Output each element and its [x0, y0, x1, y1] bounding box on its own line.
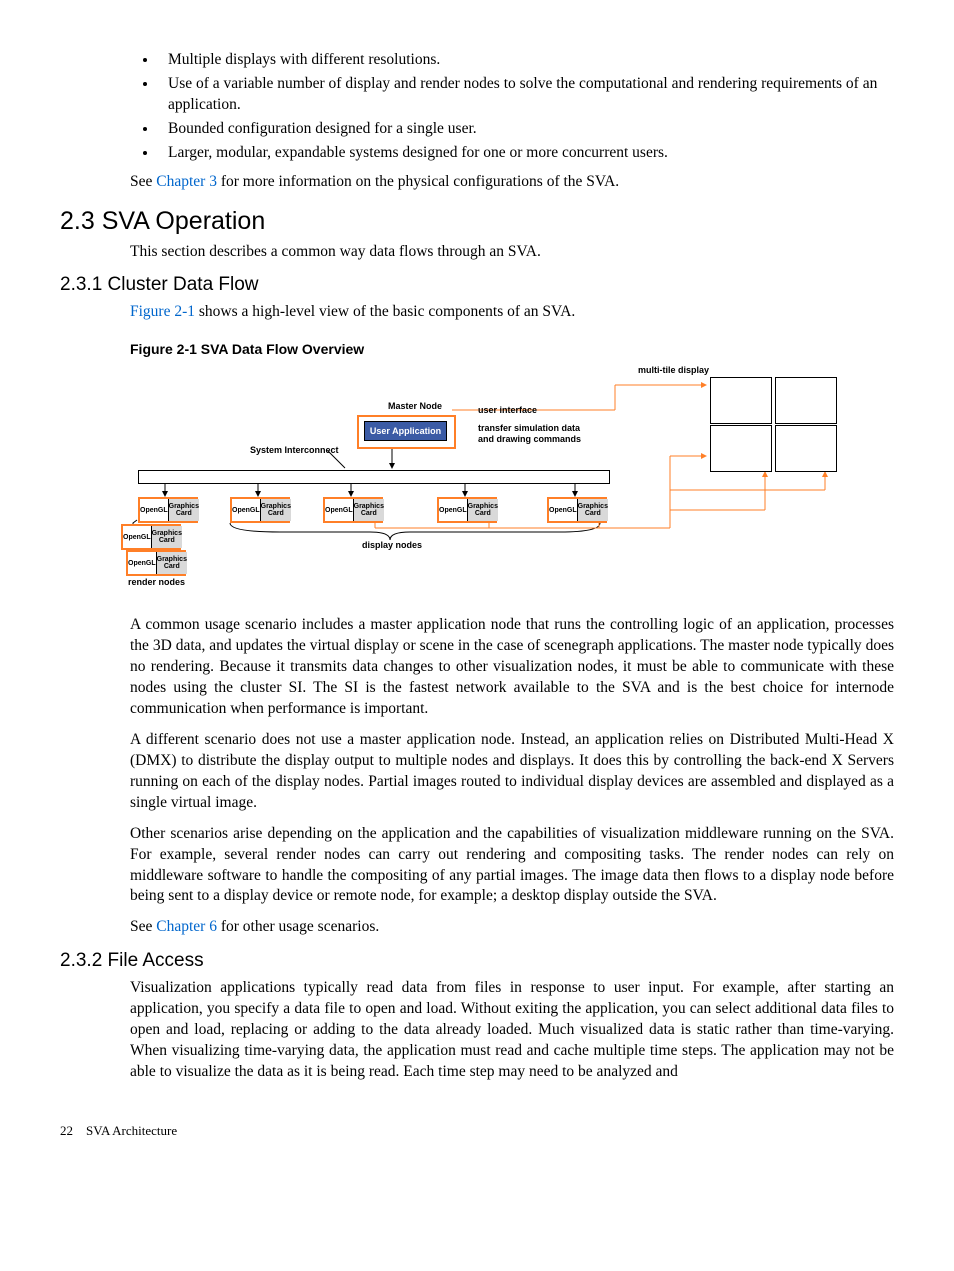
display-node: OpenGL Graphics Card — [230, 497, 290, 523]
para-usage-scenario: A common usage scenario includes a maste… — [130, 615, 894, 720]
display-node: OpenGL Graphics Card — [437, 497, 497, 523]
content-column: Multiple displays with different resolut… — [130, 50, 894, 1139]
chapter-6-link[interactable]: Chapter 6 — [156, 918, 217, 935]
graphics-card-label: Graphics Card — [169, 499, 199, 521]
section-2-3-2-para: Visualization applications typically rea… — [130, 978, 894, 1083]
transfer-label: transfer simulation data and drawing com… — [478, 423, 581, 445]
page-footer: 22 SVA Architecture — [60, 1123, 894, 1139]
master-node-label: Master Node — [388, 401, 442, 411]
page-number: 22 — [60, 1123, 73, 1138]
graphics-card-label: Graphics Card — [354, 499, 384, 521]
sva-data-flow-diagram: multi-tile display User Application Mast… — [130, 365, 850, 595]
render-node: OpenGL Graphics Card — [138, 497, 198, 523]
opengl-label: OpenGL — [439, 499, 468, 521]
display-tile — [710, 425, 772, 472]
graphics-card-label: Graphics Card — [157, 552, 187, 574]
opengl-label: OpenGL — [140, 499, 169, 521]
system-interconnect-bar — [138, 470, 610, 484]
section-2-3-heading: 2.3 SVA Operation — [60, 207, 894, 236]
render-node: OpenGL Graphics Card — [121, 524, 181, 550]
text: See — [130, 173, 156, 190]
see-chapter-6: See Chapter 6 for other usage scenarios. — [130, 917, 894, 938]
text: for other usage scenarios. — [217, 918, 379, 935]
section-2-3-1-intro: Figure 2-1 shows a high-level view of th… — [130, 302, 894, 323]
display-nodes-label: display nodes — [362, 540, 422, 550]
render-node: OpenGL Graphics Card — [126, 550, 186, 576]
bullet-item: Larger, modular, expandable systems desi… — [158, 143, 894, 164]
see-chapter-3: See Chapter 3 for more information on th… — [130, 172, 894, 193]
display-tile — [775, 425, 837, 472]
page: Multiple displays with different resolut… — [0, 0, 954, 1179]
opengl-label: OpenGL — [549, 499, 578, 521]
text: shows a high-level view of the basic com… — [195, 303, 575, 320]
section-2-3-intro: This section describes a common way data… — [130, 242, 894, 263]
bullet-item: Bounded configuration designed for a sin… — [158, 119, 894, 140]
graphics-card-label: Graphics Card — [152, 526, 182, 548]
bullet-list: Multiple displays with different resolut… — [130, 50, 894, 164]
opengl-label: OpenGL — [123, 526, 152, 548]
opengl-label: OpenGL — [128, 552, 157, 574]
display-tile — [710, 377, 772, 424]
opengl-label: OpenGL — [232, 499, 261, 521]
display-node: OpenGL Graphics Card — [323, 497, 383, 523]
user-interface-label: user interface — [478, 405, 537, 416]
section-2-3-1-heading: 2.3.1 Cluster Data Flow — [60, 274, 894, 296]
display-node: OpenGL Graphics Card — [547, 497, 607, 523]
display-tile — [775, 377, 837, 424]
footer-title: SVA Architecture — [86, 1123, 177, 1138]
bullet-item: Multiple displays with different resolut… — [158, 50, 894, 71]
system-interconnect-label: System Interconnect — [250, 445, 339, 455]
text: for more information on the physical con… — [217, 173, 619, 190]
user-application-box: User Application — [364, 421, 447, 441]
graphics-card-label: Graphics Card — [261, 499, 291, 521]
text: See — [130, 918, 156, 935]
bullet-item: Use of a variable number of display and … — [158, 74, 894, 116]
section-2-3-2-heading: 2.3.2 File Access — [60, 950, 894, 972]
chapter-3-link[interactable]: Chapter 3 — [156, 173, 217, 190]
opengl-label: OpenGL — [325, 499, 354, 521]
para-other-scenarios: Other scenarios arise depending on the a… — [130, 824, 894, 908]
para-dmx-scenario: A different scenario does not use a mast… — [130, 730, 894, 814]
graphics-card-label: Graphics Card — [578, 499, 608, 521]
figure-2-1-link[interactable]: Figure 2-1 — [130, 303, 195, 320]
render-nodes-label: render nodes — [128, 577, 185, 587]
multi-tile-label: multi-tile display — [638, 365, 709, 375]
figure-caption: Figure 2-1 SVA Data Flow Overview — [130, 341, 894, 357]
graphics-card-label: Graphics Card — [468, 499, 498, 521]
